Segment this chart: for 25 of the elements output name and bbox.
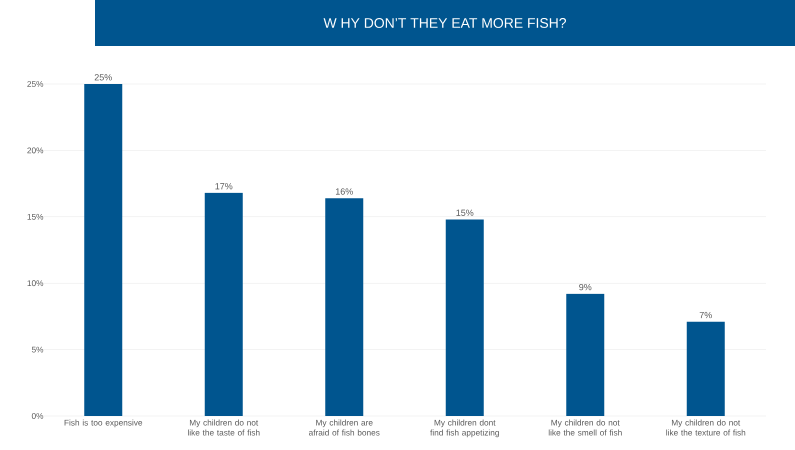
x-tick-label: My children do not like the taste of fish	[188, 420, 260, 436]
bar	[204, 192, 243, 416]
y-tick-label: 5%	[32, 346, 44, 353]
data-label: 9%	[579, 284, 592, 290]
x-tick-label: Fish is too expensive	[64, 420, 142, 428]
x-tick-label: My children are afraid of fish bones	[308, 420, 380, 436]
data-label: 17%	[215, 183, 232, 190]
data-label: 25%	[94, 74, 112, 80]
data-label: 16%	[336, 188, 353, 195]
data-label: 7%	[700, 312, 712, 318]
chart-title: W HY DON’T THEY EAT MORE FISH?	[324, 18, 566, 28]
bar	[446, 219, 484, 416]
x-tick-label: My children dont find fish appetizing	[430, 420, 499, 438]
y-tick-label: 10%	[28, 280, 44, 286]
x-tick-label: My children do not like the smell of fish	[548, 420, 622, 436]
y-tick-label: 20%	[27, 147, 44, 154]
bar	[325, 198, 364, 416]
bar	[566, 294, 604, 416]
data-label: 15%	[456, 210, 474, 216]
y-tick-label: 15%	[28, 214, 44, 220]
y-tick-label: 0%	[32, 413, 44, 419]
bar	[686, 322, 725, 416]
x-tick-label: My children do not like the texture of fish	[666, 420, 746, 436]
bar	[84, 84, 122, 416]
y-tick-label: 25%	[27, 81, 44, 87]
